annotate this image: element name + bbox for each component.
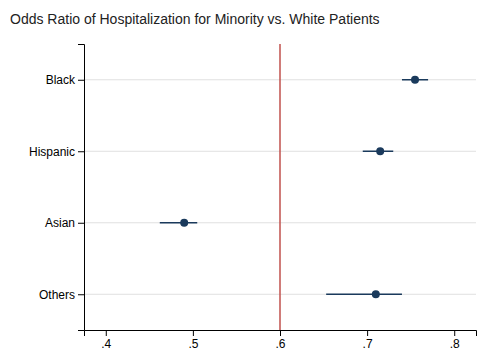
chart: Odds Ratio of Hospitalization for Minori… bbox=[0, 0, 500, 364]
tick: Black bbox=[46, 73, 84, 87]
tick: .8 bbox=[450, 330, 460, 351]
tick-mark bbox=[106, 330, 107, 336]
tick: Asian bbox=[45, 216, 84, 230]
axis-line bbox=[78, 45, 85, 331]
tick: .7 bbox=[363, 330, 373, 351]
tick-mark bbox=[78, 294, 84, 295]
tick-label: .5 bbox=[188, 337, 198, 351]
tick: Hispanic bbox=[29, 145, 84, 159]
tick-label: Hispanic bbox=[29, 145, 75, 159]
tick-label: Asian bbox=[45, 216, 75, 230]
tick-label: .8 bbox=[450, 337, 460, 351]
tick: .6 bbox=[275, 330, 285, 351]
tick-mark bbox=[454, 330, 455, 336]
tick-mark bbox=[78, 223, 84, 224]
x-axis: .4 .5 .6 .7 .8 bbox=[85, 330, 477, 351]
tick-label: Others bbox=[39, 288, 75, 302]
point-estimate bbox=[411, 76, 419, 84]
point-estimate bbox=[376, 147, 384, 155]
tick-mark bbox=[193, 330, 194, 336]
point-estimate bbox=[372, 290, 380, 298]
plot: .4 .5 .6 .7 .8 Black Hispanic Asian Others bbox=[29, 44, 477, 351]
tick-label: Black bbox=[46, 73, 76, 87]
tick-label: .6 bbox=[275, 337, 285, 351]
y-axis: Black Hispanic Asian Others bbox=[29, 45, 85, 331]
axis-line bbox=[85, 331, 477, 337]
confidence-interval bbox=[160, 222, 197, 224]
tick-label: .7 bbox=[363, 337, 373, 351]
tick-mark bbox=[78, 80, 84, 81]
title: Odds Ratio of Hospitalization for Minori… bbox=[10, 11, 380, 27]
marks bbox=[160, 44, 428, 330]
tick: .4 bbox=[101, 330, 111, 351]
reference-line bbox=[279, 44, 281, 330]
tick-label: .4 bbox=[101, 337, 111, 351]
tick-mark bbox=[367, 330, 368, 336]
confidence-interval bbox=[326, 294, 402, 296]
tick-mark bbox=[78, 151, 84, 152]
tick: .5 bbox=[188, 330, 198, 351]
tick-mark bbox=[280, 330, 281, 336]
tick: Others bbox=[39, 288, 84, 302]
point-estimate bbox=[180, 219, 188, 227]
